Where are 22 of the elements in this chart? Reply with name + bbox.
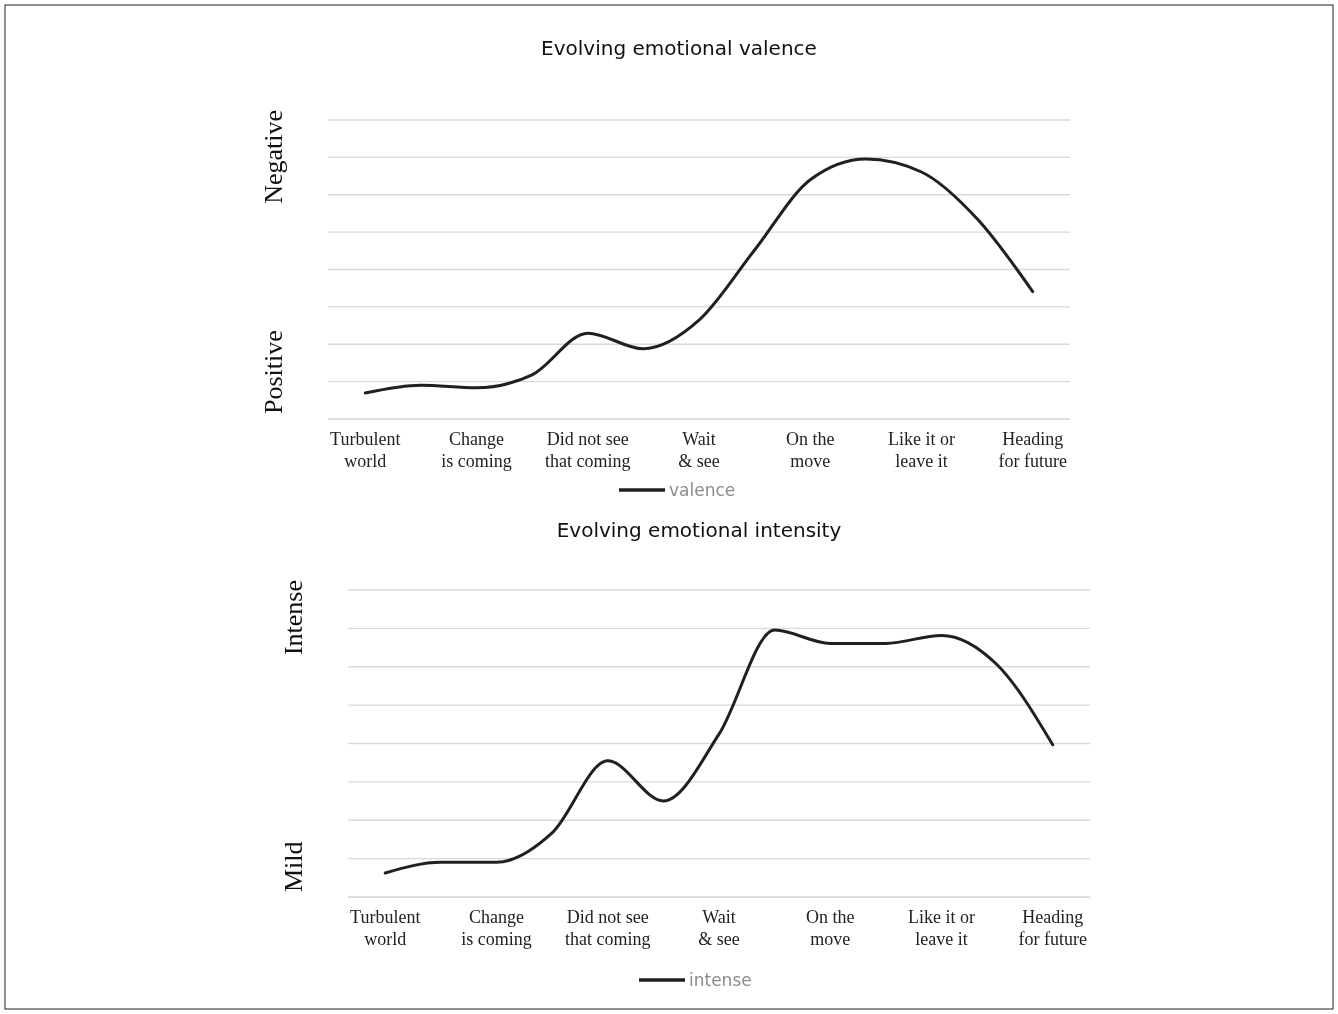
x-tick-label: Heading for future <box>998 429 1067 471</box>
x-tick-label: Turbulent world <box>330 429 401 471</box>
text: Negative <box>259 110 288 204</box>
text: Positive <box>259 330 288 414</box>
x-tick-label: Did not see that coming <box>565 907 651 949</box>
x-tick-label: Wait & see <box>678 429 720 471</box>
x-tick-label: On the move <box>785 429 835 471</box>
x-tick-label: Like it or leave it <box>908 907 975 949</box>
text: Mild <box>279 841 308 892</box>
x-tick-label: Wait & see <box>698 907 740 949</box>
x-tick-label: Did not see that coming <box>545 429 631 471</box>
x-tick-label: On the move <box>805 907 855 949</box>
x-tick-label: Change is coming <box>441 429 512 471</box>
x-tick-label: Heading for future <box>1018 907 1087 949</box>
legend-label: valence <box>669 480 736 500</box>
chart-title: Evolving emotional valence <box>541 36 817 60</box>
legend-label: intense <box>689 970 752 990</box>
x-tick-label: Like it or leave it <box>888 429 955 471</box>
text: Intense <box>279 580 308 656</box>
x-tick-label: Change is coming <box>461 907 532 949</box>
x-tick-label: Turbulent world <box>350 907 421 949</box>
chart-title: Evolving emotional intensity <box>556 518 842 542</box>
